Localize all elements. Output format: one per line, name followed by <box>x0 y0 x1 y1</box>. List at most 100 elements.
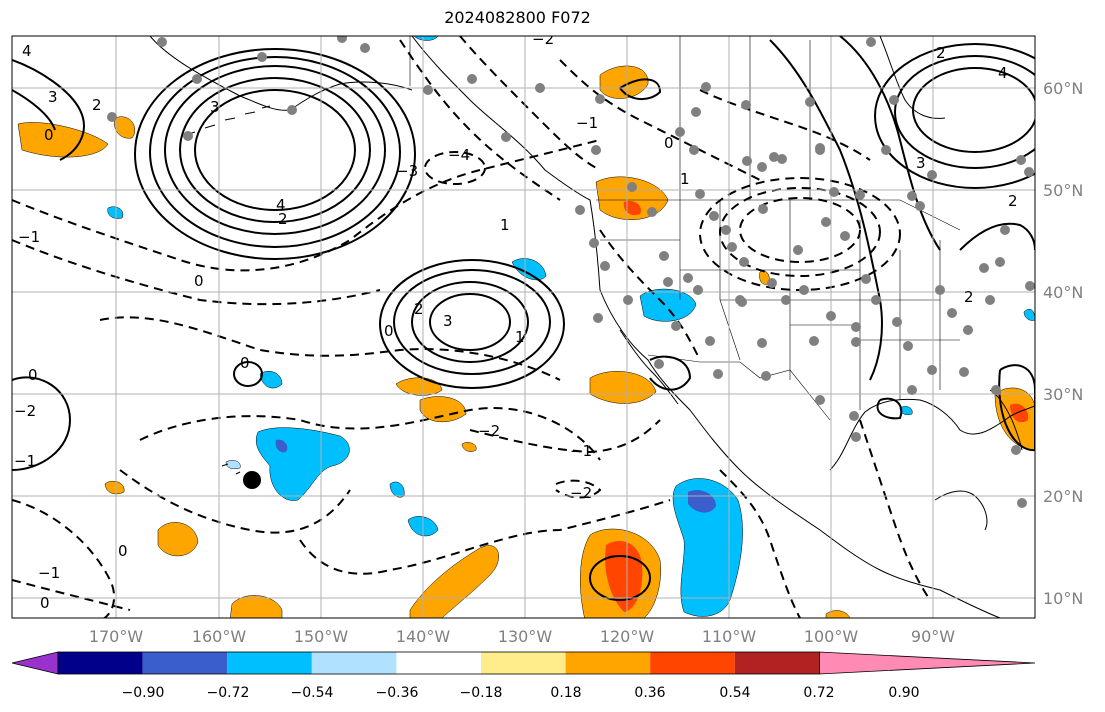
station-dot <box>907 385 917 395</box>
zero-contour <box>233 361 263 387</box>
colorbar-ticks: −0.90 −0.72 −0.54 −0.36 −0.18 0.18 0.36 … <box>122 685 920 701</box>
station-dot <box>809 336 819 346</box>
lon-label: 160°W <box>192 627 247 646</box>
lon-label: 120°W <box>600 627 655 646</box>
station-dot <box>777 154 787 164</box>
station-dot <box>183 131 193 141</box>
lon-label: 150°W <box>294 627 349 646</box>
contour-label: 4 <box>22 42 32 60</box>
station-dot <box>157 37 167 47</box>
station-dot <box>995 257 1005 267</box>
high-pressure-contour <box>134 48 416 260</box>
contour-label: 3 <box>916 154 926 172</box>
station-dot <box>663 277 673 287</box>
positive-contour <box>959 222 1035 251</box>
florida-coast <box>989 389 1023 451</box>
contour-label: 2 <box>936 44 946 62</box>
longitude-axis: 170°W 160°W 150°W 140°W 130°W 120°W 110°… <box>89 627 955 646</box>
negative-contour <box>12 139 601 272</box>
colorbar-segment <box>481 652 566 674</box>
station-dot <box>767 278 777 288</box>
station-dot <box>467 74 477 84</box>
orange-area <box>589 371 657 404</box>
positive-contour <box>12 89 56 131</box>
station-dot <box>821 217 831 227</box>
negative-contour <box>599 229 701 361</box>
station-dot <box>654 359 664 369</box>
negative-contour <box>699 89 871 161</box>
hudson-bay-outline <box>879 36 946 119</box>
negative-contour <box>859 419 931 601</box>
negative-contour <box>459 36 601 171</box>
station-dot <box>683 273 693 283</box>
station-dot <box>535 83 545 93</box>
positive-contour <box>839 36 941 251</box>
station-dot <box>735 295 745 305</box>
storm-center-marker <box>243 471 261 489</box>
contour-label: 1 <box>515 328 525 346</box>
station-dot <box>815 143 825 153</box>
blue-area <box>1023 309 1035 321</box>
colorbar-segment <box>142 652 228 674</box>
contour-label: 0 <box>118 542 128 560</box>
negative-contour <box>719 187 881 277</box>
station-dot <box>693 285 703 295</box>
zero-contour <box>876 397 903 420</box>
lon-label: 140°W <box>396 627 451 646</box>
station-dot <box>627 182 637 192</box>
station-dot <box>1011 445 1021 455</box>
station-dot <box>671 321 681 331</box>
colorbar-segment <box>311 652 397 674</box>
station-dot <box>991 385 1001 395</box>
contour-label: −1 <box>570 442 592 460</box>
contour-label: −2 <box>14 402 36 420</box>
station-dot <box>757 162 767 172</box>
negative-contour <box>559 59 761 181</box>
negative-contour <box>399 39 561 201</box>
station-dot <box>739 257 749 267</box>
station-dot <box>727 242 737 252</box>
orange-area <box>461 442 477 452</box>
contour-label: 0 <box>384 322 394 340</box>
blue-core <box>275 439 288 453</box>
colorbar-tick-label: 0.18 <box>550 685 581 701</box>
solid-contours-extra <box>12 36 1035 381</box>
station-dot <box>781 295 791 305</box>
contour-label: 3 <box>48 88 58 106</box>
high-pressure-contour <box>912 67 1035 153</box>
station-dot <box>742 156 752 166</box>
orange-area <box>419 396 467 422</box>
station-dot <box>826 311 836 321</box>
station-dot <box>647 207 657 217</box>
negative-contour <box>299 499 671 575</box>
station-dot <box>257 52 267 62</box>
blue-area <box>511 258 547 281</box>
station-dot <box>501 132 511 142</box>
station-dot <box>927 170 937 180</box>
colorbar-tick-label: 0.90 <box>888 685 919 701</box>
station-dot <box>721 225 731 235</box>
station-dot <box>709 211 719 221</box>
negative-contour <box>119 469 351 534</box>
colorbar <box>11 651 1036 675</box>
gulf-of-mexico-coast <box>829 398 1035 471</box>
station-dot <box>107 112 117 122</box>
high-pressure-contour <box>149 56 401 248</box>
negative-contour <box>12 239 381 306</box>
station-dot <box>979 263 989 273</box>
station-dot <box>805 97 815 107</box>
negative-contour <box>99 316 561 381</box>
contour-label: 0 <box>28 366 38 384</box>
contour-label: 4 <box>998 64 1008 82</box>
contour-label: −1 <box>576 114 598 132</box>
colorbar-tick-label: 0.72 <box>803 685 834 701</box>
station-dot <box>935 285 945 295</box>
map-title: 2024082800 F072 <box>444 8 591 27</box>
colorbar-tick-label: 0.36 <box>634 685 665 701</box>
high-pressure-contour <box>393 269 551 375</box>
station-dot <box>866 37 876 47</box>
contour-label: 2 <box>278 210 288 228</box>
contour-label: −4 <box>448 146 470 164</box>
contour-label: −1 <box>18 228 40 246</box>
